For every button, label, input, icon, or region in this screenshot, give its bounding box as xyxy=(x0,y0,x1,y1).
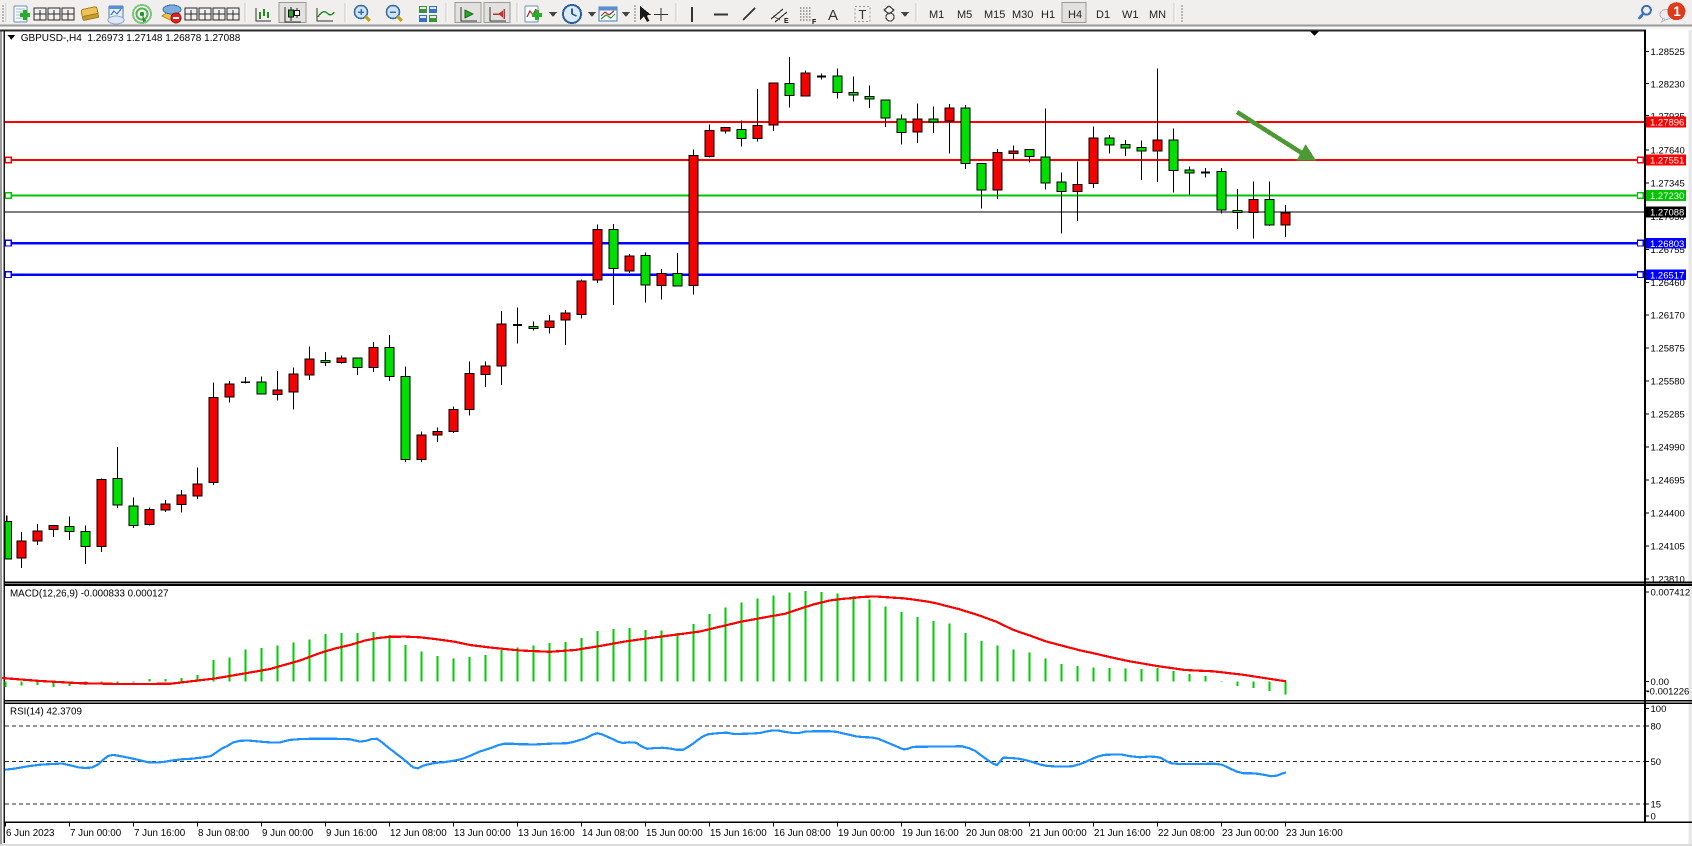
svg-text:RSI(14) 42.3709: RSI(14) 42.3709 xyxy=(10,707,82,718)
svg-text:1.25285: 1.25285 xyxy=(1651,410,1685,421)
svg-text:1.27088: 1.27088 xyxy=(1650,208,1684,219)
svg-text:1.27230: 1.27230 xyxy=(1650,191,1684,202)
svg-text:MACD(12,26,9) -0.000833 0.0001: MACD(12,26,9) -0.000833 0.000127 xyxy=(10,589,169,600)
svg-text:M15: M15 xyxy=(984,9,1005,21)
svg-text:1.26803: 1.26803 xyxy=(1650,239,1684,250)
svg-text:F: F xyxy=(812,19,817,26)
svg-text:15 Jun 16:00: 15 Jun 16:00 xyxy=(710,828,767,839)
svg-text:M1: M1 xyxy=(929,9,944,21)
svg-text:0.007412: 0.007412 xyxy=(1651,588,1691,599)
svg-text:13 Jun 00:00: 13 Jun 00:00 xyxy=(454,828,511,839)
svg-text:0.00: 0.00 xyxy=(1651,677,1670,688)
svg-text:M30: M30 xyxy=(1012,9,1033,21)
svg-text:6 Jun 2023: 6 Jun 2023 xyxy=(6,828,55,839)
svg-text:1.26517: 1.26517 xyxy=(1650,270,1684,281)
svg-text:7 Jun 00:00: 7 Jun 00:00 xyxy=(70,828,122,839)
svg-text:16 Jun 08:00: 16 Jun 08:00 xyxy=(774,828,831,839)
svg-text:1.24695: 1.24695 xyxy=(1651,476,1685,487)
svg-text:7 Jun 16:00: 7 Jun 16:00 xyxy=(134,828,186,839)
svg-text:50: 50 xyxy=(1651,757,1662,768)
svg-text:1.24990: 1.24990 xyxy=(1651,443,1685,454)
svg-text:1.26755: 1.26755 xyxy=(1651,245,1685,256)
svg-text:23 Jun 16:00: 23 Jun 16:00 xyxy=(1286,828,1343,839)
svg-text:T: T xyxy=(859,7,867,22)
svg-text:1.26170: 1.26170 xyxy=(1651,311,1685,322)
svg-text:1.28525: 1.28525 xyxy=(1651,47,1685,58)
svg-text:0: 0 xyxy=(1651,811,1656,822)
svg-text:100: 100 xyxy=(1651,704,1667,715)
svg-text:1.25875: 1.25875 xyxy=(1651,344,1685,355)
svg-text:1.27551: 1.27551 xyxy=(1650,156,1684,167)
svg-text:1.24400: 1.24400 xyxy=(1651,509,1685,520)
svg-text:22 Jun 08:00: 22 Jun 08:00 xyxy=(1158,828,1215,839)
svg-text:1.27896: 1.27896 xyxy=(1650,118,1684,129)
svg-text:1.27050: 1.27050 xyxy=(1651,212,1685,223)
svg-text:H1: H1 xyxy=(1041,9,1055,21)
svg-text:1: 1 xyxy=(1673,4,1681,19)
svg-text:14 Jun 08:00: 14 Jun 08:00 xyxy=(582,828,639,839)
svg-text:H4: H4 xyxy=(1068,9,1082,21)
svg-text:23 Jun 00:00: 23 Jun 00:00 xyxy=(1222,828,1279,839)
svg-text:D1: D1 xyxy=(1096,9,1110,21)
svg-text:9 Jun 16:00: 9 Jun 16:00 xyxy=(326,828,378,839)
svg-text:15: 15 xyxy=(1651,800,1662,811)
svg-text:1.27640: 1.27640 xyxy=(1651,146,1685,157)
svg-text:1.28230: 1.28230 xyxy=(1651,79,1685,90)
svg-text:1.23810: 1.23810 xyxy=(1651,575,1685,586)
svg-text:GBPUSD-,H4 1.26973 1.27148 1.: GBPUSD-,H4 1.26973 1.27148 1.26878 1.270… xyxy=(21,33,241,44)
svg-text:13 Jun 16:00: 13 Jun 16:00 xyxy=(518,828,575,839)
svg-text:A: A xyxy=(828,7,838,24)
svg-text:20 Jun 08:00: 20 Jun 08:00 xyxy=(966,828,1023,839)
svg-text:1.26460: 1.26460 xyxy=(1651,278,1685,289)
svg-text:1.27345: 1.27345 xyxy=(1651,179,1685,190)
svg-text:W1: W1 xyxy=(1122,9,1139,21)
svg-text:19 Jun 16:00: 19 Jun 16:00 xyxy=(902,828,959,839)
svg-text:21 Jun 00:00: 21 Jun 00:00 xyxy=(1030,828,1087,839)
svg-text:E: E xyxy=(784,18,789,25)
svg-text:21 Jun 16:00: 21 Jun 16:00 xyxy=(1094,828,1151,839)
svg-text:MN: MN xyxy=(1149,9,1166,21)
svg-text:1.24105: 1.24105 xyxy=(1651,542,1685,553)
svg-text:1.25580: 1.25580 xyxy=(1651,377,1685,388)
svg-text:8 Jun 08:00: 8 Jun 08:00 xyxy=(198,828,250,839)
svg-text:M5: M5 xyxy=(957,9,972,21)
svg-text:-0.001226: -0.001226 xyxy=(1647,686,1690,697)
svg-text:15 Jun 00:00: 15 Jun 00:00 xyxy=(646,828,703,839)
svg-text:19 Jun 00:00: 19 Jun 00:00 xyxy=(838,828,895,839)
svg-text:12 Jun 08:00: 12 Jun 08:00 xyxy=(390,828,447,839)
svg-text:80: 80 xyxy=(1651,722,1662,733)
svg-text:9 Jun 00:00: 9 Jun 00:00 xyxy=(262,828,314,839)
